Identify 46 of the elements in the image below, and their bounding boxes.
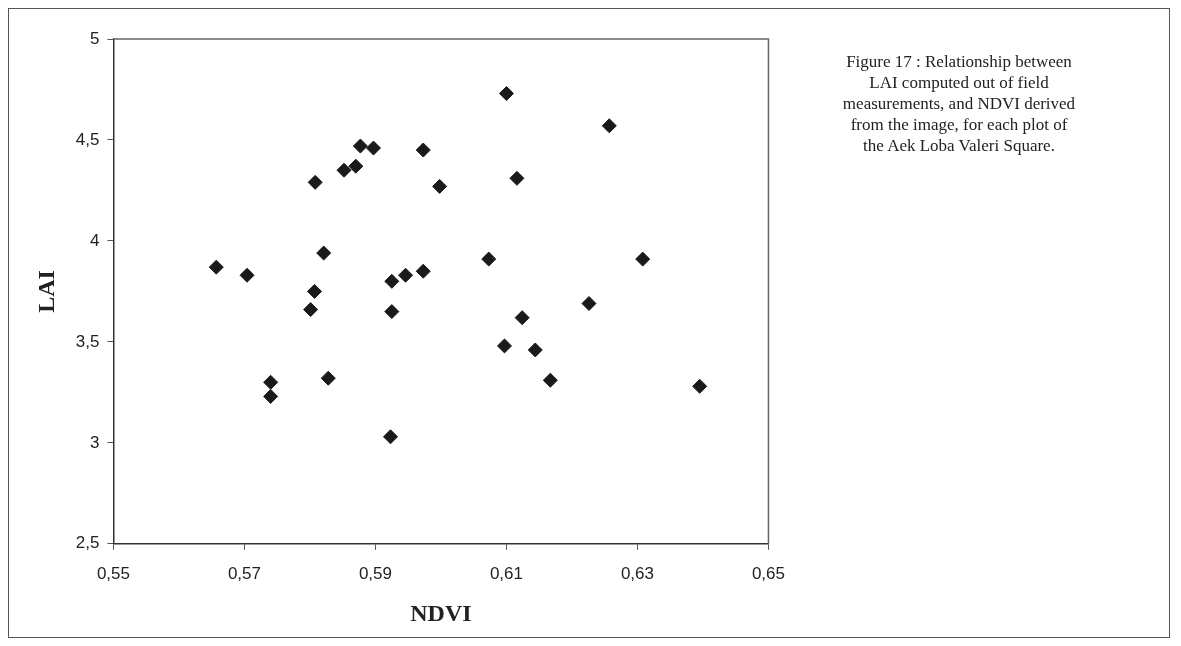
y-tick-label: 4,5 [75,129,100,149]
x-tick-label: 0,61 [489,563,523,583]
point [307,174,323,190]
x-tick-label: 0,63 [620,563,654,583]
point [514,310,530,326]
y-tick-label: 5 [89,28,100,48]
point [415,263,431,279]
point [542,372,558,388]
point [336,162,352,178]
x-tick-label: 0,59 [358,563,392,583]
point [496,338,512,354]
y-axis-title: LAI [32,270,59,313]
point [527,342,543,358]
x-tick-label: 0,55 [96,563,130,583]
y-tick-label: 4 [89,230,100,250]
point [348,158,364,174]
point [384,273,400,289]
point [352,138,368,154]
point [415,142,431,158]
x-tick-label: 0,65 [751,563,785,583]
x-tick-label: 0,57 [227,563,261,583]
point [581,296,597,312]
point [635,251,651,267]
point [398,267,414,283]
point [692,378,708,394]
point [307,283,323,299]
point [263,388,279,404]
point [383,429,399,445]
x-axis-title: NDVI [410,599,472,626]
point [303,302,319,318]
point [239,267,255,283]
y-tick-label: 3 [89,432,100,452]
point [365,140,381,156]
point [601,118,617,134]
point [481,251,497,267]
caption: Figure 17 : Relationship between LAI computed out of field measurements, and NDVI derived from the image, for each plot of the Aek Loba Valeri Square. [841,51,1077,156]
point [263,374,279,390]
point [384,304,400,320]
y-tick-label: 3,5 [75,331,100,351]
point [509,170,525,186]
point [432,178,448,194]
point [320,370,336,386]
point [498,86,514,102]
y-tick-label: 2,5 [75,533,100,553]
point [208,259,224,275]
point [316,245,332,261]
